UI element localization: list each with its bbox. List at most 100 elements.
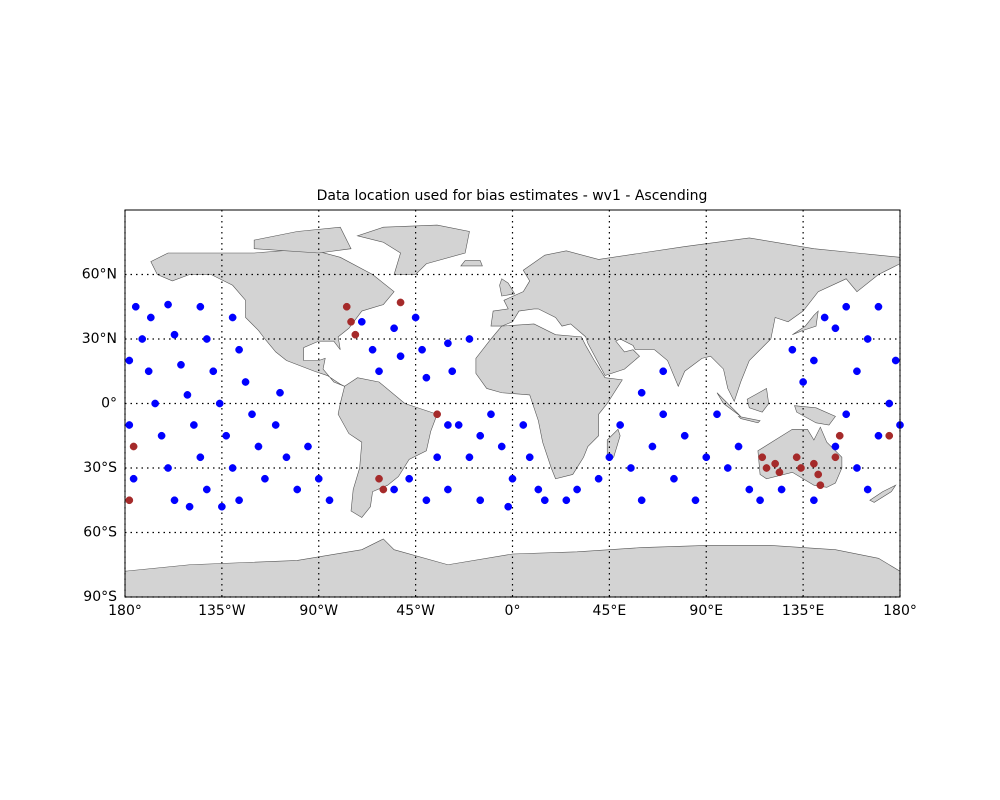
data-point — [157, 431, 166, 440]
data-point — [835, 431, 844, 440]
new-guinea — [795, 406, 836, 425]
japan — [792, 311, 818, 335]
africa — [476, 324, 622, 479]
data-point — [144, 367, 153, 376]
data-point — [788, 345, 797, 354]
data-point — [885, 399, 894, 408]
data-point — [799, 378, 807, 386]
y-tick-label: 30°N — [82, 331, 117, 347]
y-tick-label: 0° — [101, 396, 117, 412]
data-point — [659, 410, 668, 419]
data-point — [891, 356, 900, 365]
data-point — [218, 502, 226, 511]
map-frame — [124, 209, 901, 598]
data-point — [863, 485, 872, 494]
data-point — [151, 399, 159, 408]
data-point — [422, 496, 431, 505]
data-point — [190, 421, 198, 429]
data-point — [771, 459, 779, 468]
y-tick-label: 60°S — [83, 525, 117, 541]
data-point — [293, 485, 302, 494]
data-point — [170, 496, 179, 505]
data-point — [777, 485, 786, 494]
data-point — [756, 496, 764, 505]
data-point — [534, 485, 543, 494]
data-point — [202, 485, 211, 494]
data-point — [138, 335, 147, 343]
data-point — [433, 453, 442, 462]
data-point — [734, 442, 743, 451]
data-point — [325, 496, 334, 505]
data-point — [816, 481, 825, 490]
data-point — [540, 496, 549, 505]
data-point — [351, 330, 360, 339]
data-point — [792, 453, 801, 462]
data-point — [342, 302, 351, 311]
data-point — [508, 474, 517, 483]
data-point — [637, 496, 646, 505]
borneo — [747, 388, 769, 412]
data-point — [594, 474, 603, 483]
data-point — [448, 367, 457, 376]
x-tick-label: 90°E — [689, 603, 723, 619]
x-tick-label: 90°W — [299, 603, 338, 619]
data-point — [418, 345, 426, 354]
data-point — [379, 485, 388, 494]
new-zealand — [870, 485, 896, 502]
x-tick-label: 45°E — [593, 603, 627, 619]
data-point — [375, 367, 383, 376]
data-point — [164, 300, 172, 309]
data-point — [831, 324, 840, 333]
data-point — [271, 421, 280, 429]
data-point — [758, 453, 767, 462]
y-tick-label: 90°S — [83, 589, 117, 605]
data-point — [454, 421, 463, 429]
eurasia — [491, 238, 900, 401]
data-point — [691, 496, 700, 505]
data-point — [276, 388, 284, 397]
data-point — [125, 496, 134, 505]
data-point — [125, 356, 134, 365]
data-point — [304, 442, 312, 451]
data-point — [282, 453, 291, 462]
data-point — [368, 345, 377, 354]
data-point — [235, 345, 243, 354]
x-tick-label: 180° — [883, 603, 917, 619]
data-point — [125, 421, 134, 429]
data-point — [131, 302, 140, 311]
data-point — [874, 302, 883, 311]
data-point — [390, 485, 398, 494]
data-point — [202, 335, 211, 343]
data-point — [228, 464, 237, 472]
data-point — [228, 313, 237, 322]
data-point — [842, 410, 851, 419]
data-point — [853, 367, 861, 376]
x-tick-label: 0° — [505, 603, 521, 619]
data-point — [314, 474, 323, 483]
data-point — [648, 442, 657, 451]
data-point — [347, 317, 355, 326]
points — [125, 298, 904, 511]
data-point — [605, 453, 614, 462]
data-point — [235, 496, 243, 505]
data-point — [831, 442, 840, 451]
greenland — [357, 225, 469, 274]
data-point — [185, 502, 194, 511]
data-point — [405, 474, 414, 483]
x-tick-label: 180° — [108, 603, 142, 619]
data-point — [637, 388, 646, 397]
data-point — [810, 459, 818, 468]
data-point — [670, 474, 678, 483]
data-point — [254, 442, 263, 451]
data-point — [723, 464, 732, 472]
uk — [500, 279, 515, 296]
data-point — [562, 496, 571, 505]
data-point — [465, 335, 474, 343]
data-point — [797, 464, 805, 472]
data-point — [444, 485, 452, 494]
data-point — [444, 421, 452, 429]
data-point — [444, 339, 452, 348]
data-point — [375, 474, 383, 483]
data-point — [573, 485, 581, 494]
y-tick-label: 30°S — [83, 460, 117, 476]
